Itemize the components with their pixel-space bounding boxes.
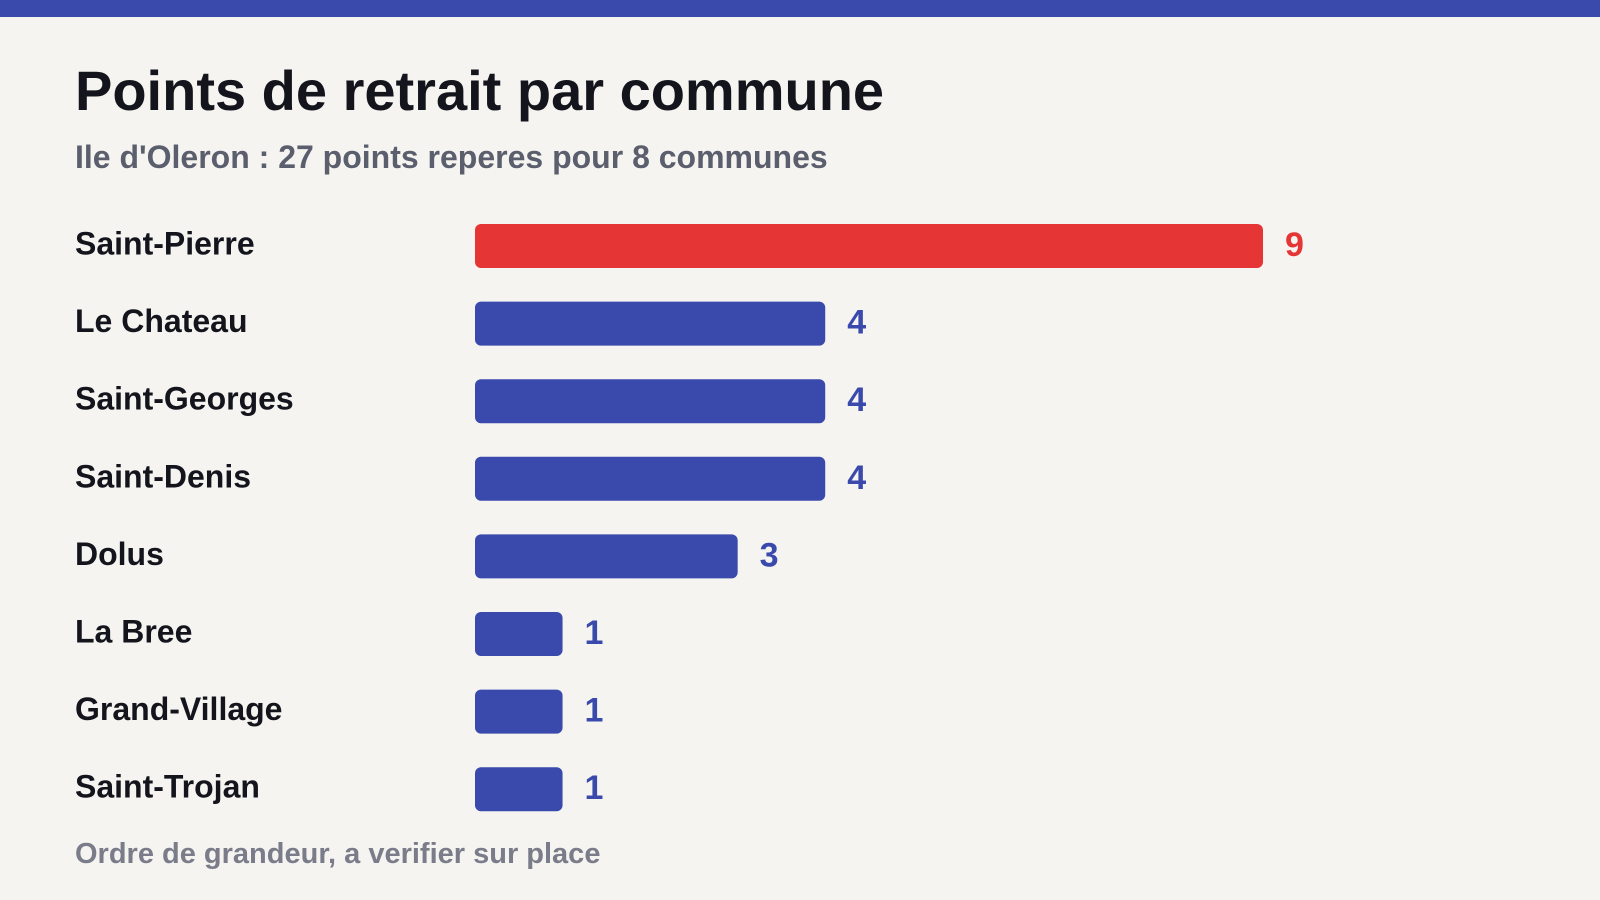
value-label-saint-pierre: 9 bbox=[1285, 226, 1304, 264]
bar-dolus bbox=[475, 534, 738, 579]
value-label-saint-denis: 4 bbox=[847, 459, 866, 497]
value-label-saint-trojan: 1 bbox=[585, 769, 604, 807]
category-label-saint-pierre: Saint-Pierre bbox=[75, 225, 255, 261]
value-label-saint-georges: 4 bbox=[847, 381, 866, 419]
bar-la-bree bbox=[475, 612, 563, 656]
category-label-dolus: Dolus bbox=[75, 536, 164, 572]
value-label-grand-village: 1 bbox=[585, 692, 604, 730]
category-label-saint-georges: Saint-Georges bbox=[75, 381, 294, 417]
value-label-dolus: 3 bbox=[760, 536, 779, 574]
bar-saint-pierre bbox=[475, 224, 1263, 268]
value-label-le-chateau: 4 bbox=[847, 304, 866, 342]
footnote: Ordre de grandeur, a verifier sur place bbox=[75, 838, 601, 870]
bar-saint-denis bbox=[475, 456, 826, 501]
category-label-saint-trojan: Saint-Trojan bbox=[75, 769, 260, 805]
category-label-la-bree: La Bree bbox=[75, 613, 192, 649]
chart-title: Points de retrait par commune bbox=[75, 59, 885, 122]
bar-le-chateau bbox=[475, 301, 826, 346]
bar-saint-trojan bbox=[475, 767, 563, 812]
category-label-le-chateau: Le Chateau bbox=[75, 303, 247, 339]
category-label-grand-village: Grand-Village bbox=[75, 691, 282, 727]
value-label-la-bree: 1 bbox=[585, 614, 604, 652]
category-label-saint-denis: Saint-Denis bbox=[75, 458, 251, 494]
bar-saint-georges bbox=[475, 379, 826, 424]
bar-grand-village bbox=[475, 689, 563, 734]
chart-subtitle: Ile d'Oleron : 27 points reperes pour 8 … bbox=[75, 139, 828, 175]
top-accent-bar bbox=[0, 0, 1600, 17]
